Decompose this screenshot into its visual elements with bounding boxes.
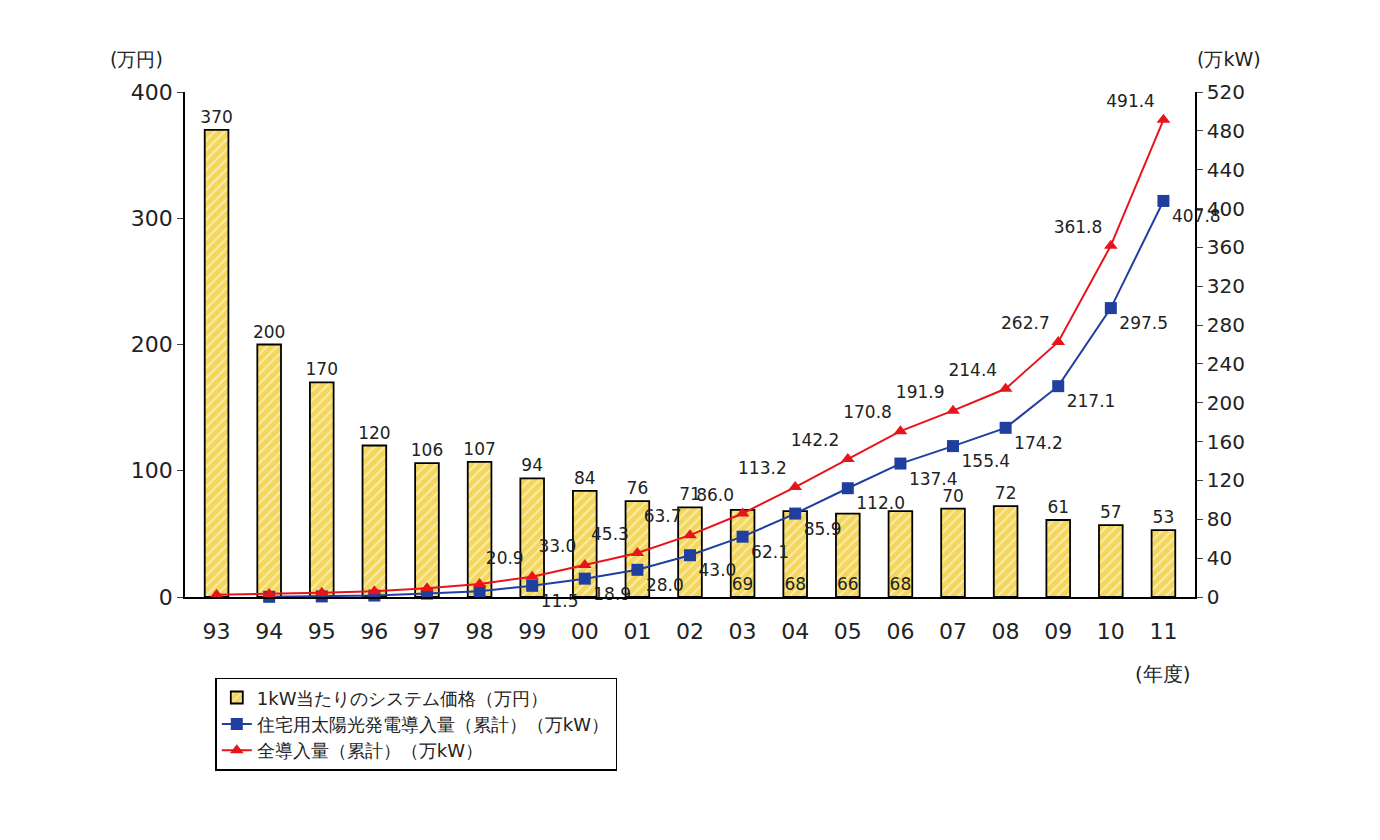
svg-text:住宅用太陽光発電導入量（累計）（万kW）: 住宅用太陽光発電導入量（累計）（万kW） bbox=[256, 714, 609, 735]
svg-text:69: 69 bbox=[732, 574, 754, 594]
svg-text:160: 160 bbox=[1207, 430, 1245, 454]
svg-text:20.9: 20.9 bbox=[486, 548, 524, 568]
svg-text:407.8: 407.8 bbox=[1172, 206, 1221, 226]
svg-text:00: 00 bbox=[571, 619, 599, 644]
svg-text:40: 40 bbox=[1207, 546, 1232, 570]
svg-text:400: 400 bbox=[131, 80, 173, 105]
svg-text:45.3: 45.3 bbox=[591, 524, 629, 544]
svg-text:155.4: 155.4 bbox=[962, 451, 1011, 471]
svg-text:400: 400 bbox=[1207, 197, 1245, 221]
svg-text:72: 72 bbox=[995, 483, 1017, 503]
svg-text:04: 04 bbox=[781, 619, 809, 644]
svg-text:100: 100 bbox=[131, 458, 173, 483]
svg-text:361.8: 361.8 bbox=[1054, 217, 1103, 237]
svg-text:85.9: 85.9 bbox=[804, 519, 842, 539]
svg-text:70: 70 bbox=[942, 486, 964, 506]
svg-text:96: 96 bbox=[360, 619, 388, 644]
svg-text:360: 360 bbox=[1207, 235, 1245, 259]
svg-text:10: 10 bbox=[1097, 619, 1125, 644]
svg-text:18.9: 18.9 bbox=[593, 584, 631, 604]
svg-text:370: 370 bbox=[200, 107, 232, 127]
svg-text:94: 94 bbox=[255, 619, 283, 644]
svg-text:71: 71 bbox=[679, 484, 701, 504]
svg-text:93: 93 bbox=[203, 619, 231, 644]
svg-text:11: 11 bbox=[1149, 619, 1177, 644]
svg-text:491.4: 491.4 bbox=[1106, 91, 1155, 111]
svg-text:200: 200 bbox=[253, 322, 285, 342]
svg-text:08: 08 bbox=[992, 619, 1020, 644]
svg-text:(万kW): (万kW) bbox=[1197, 48, 1261, 70]
svg-text:53: 53 bbox=[1153, 507, 1175, 527]
svg-text:1kW当たりのシステム価格（万円）: 1kW当たりのシステム価格（万円） bbox=[257, 688, 549, 709]
svg-text:191.9: 191.9 bbox=[896, 382, 945, 402]
svg-text:120: 120 bbox=[358, 423, 390, 443]
svg-text:(年度): (年度) bbox=[1135, 662, 1191, 686]
svg-text:80: 80 bbox=[1207, 507, 1232, 531]
svg-text:170: 170 bbox=[306, 359, 338, 379]
svg-text:86.0: 86.0 bbox=[696, 485, 734, 505]
svg-text:07: 07 bbox=[939, 619, 967, 644]
svg-text:98: 98 bbox=[466, 619, 494, 644]
svg-text:0: 0 bbox=[1207, 585, 1220, 609]
svg-text:95: 95 bbox=[308, 619, 336, 644]
svg-text:0: 0 bbox=[159, 585, 173, 610]
svg-text:(万円): (万円) bbox=[110, 48, 163, 70]
svg-text:02: 02 bbox=[676, 619, 704, 644]
svg-text:57: 57 bbox=[1100, 502, 1122, 522]
svg-text:480: 480 bbox=[1207, 119, 1245, 143]
svg-text:107: 107 bbox=[463, 439, 495, 459]
svg-text:120: 120 bbox=[1207, 468, 1245, 492]
svg-text:297.5: 297.5 bbox=[1119, 313, 1168, 333]
svg-text:97: 97 bbox=[413, 619, 441, 644]
svg-text:09: 09 bbox=[1044, 619, 1072, 644]
svg-text:68: 68 bbox=[784, 574, 806, 594]
svg-text:200: 200 bbox=[1207, 391, 1245, 415]
svg-text:440: 440 bbox=[1207, 158, 1245, 182]
svg-text:170.8: 170.8 bbox=[843, 402, 892, 422]
svg-text:217.1: 217.1 bbox=[1067, 391, 1116, 411]
svg-text:06: 06 bbox=[886, 619, 914, 644]
svg-text:280: 280 bbox=[1207, 313, 1245, 337]
svg-text:62.1: 62.1 bbox=[751, 542, 789, 562]
svg-text:200: 200 bbox=[131, 332, 173, 357]
svg-text:66: 66 bbox=[837, 574, 859, 594]
svg-text:94: 94 bbox=[521, 455, 543, 475]
svg-text:76: 76 bbox=[627, 478, 649, 498]
svg-text:03: 03 bbox=[729, 619, 757, 644]
svg-text:63.7: 63.7 bbox=[644, 506, 682, 526]
svg-text:137.4: 137.4 bbox=[909, 469, 958, 489]
svg-text:全導入量（累計）（万kW）: 全導入量（累計）（万kW） bbox=[257, 740, 483, 761]
svg-text:262.7: 262.7 bbox=[1001, 313, 1050, 333]
svg-text:28.0: 28.0 bbox=[646, 575, 684, 595]
svg-text:520: 520 bbox=[1207, 80, 1245, 104]
svg-text:106: 106 bbox=[411, 440, 443, 460]
svg-text:174.2: 174.2 bbox=[1014, 433, 1063, 453]
svg-text:33.0: 33.0 bbox=[538, 536, 576, 556]
svg-text:214.4: 214.4 bbox=[948, 360, 997, 380]
svg-text:05: 05 bbox=[834, 619, 862, 644]
svg-text:61: 61 bbox=[1047, 497, 1069, 517]
svg-text:43.0: 43.0 bbox=[699, 560, 737, 580]
svg-text:113.2: 113.2 bbox=[738, 458, 787, 478]
svg-text:99: 99 bbox=[518, 619, 546, 644]
svg-text:68: 68 bbox=[890, 574, 912, 594]
svg-text:142.2: 142.2 bbox=[791, 430, 840, 450]
svg-text:84: 84 bbox=[574, 468, 596, 488]
svg-text:300: 300 bbox=[131, 206, 173, 231]
svg-text:01: 01 bbox=[623, 619, 651, 644]
svg-text:11.5: 11.5 bbox=[541, 591, 579, 611]
svg-text:112.0: 112.0 bbox=[856, 493, 905, 513]
svg-text:240: 240 bbox=[1207, 352, 1245, 376]
svg-text:320: 320 bbox=[1207, 274, 1245, 298]
